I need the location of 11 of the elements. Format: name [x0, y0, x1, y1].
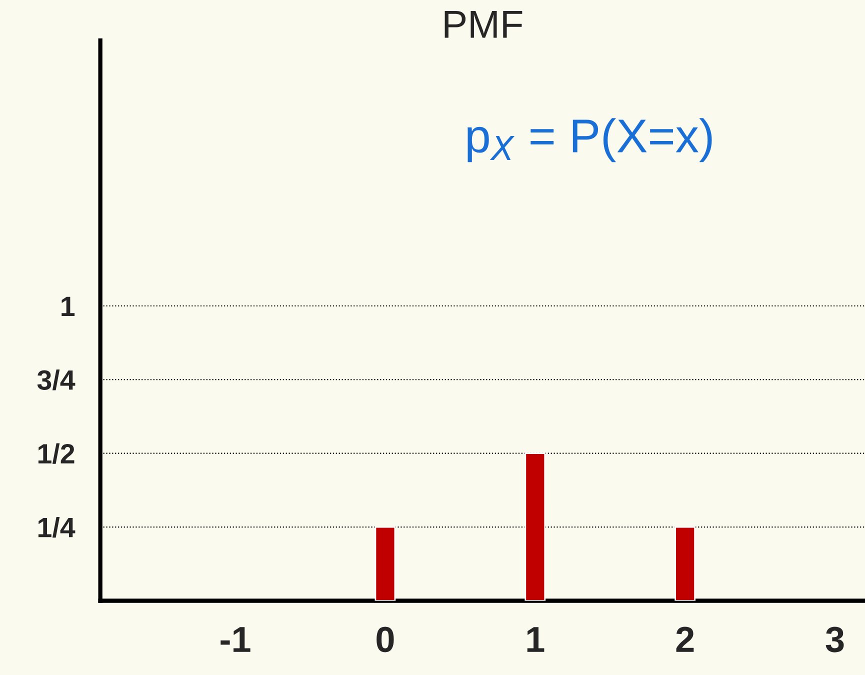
x-tick-label: 0 [376, 626, 394, 652]
x-tick-label: -1 [220, 627, 250, 652]
annotation: p$_{X}$ = P(X=x) [468, 118, 712, 162]
x-tick-label: 2 [676, 626, 694, 652]
y-tick-label: 1/2 [38, 443, 74, 464]
x-tick-label: 1 [527, 627, 544, 652]
y-tick-label: 3/4 [37, 370, 76, 390]
y-tick-label: 1/4 [38, 516, 76, 538]
x-tick-label: 3 [826, 626, 844, 652]
chart-title: PMF [444, 10, 522, 38]
y-tick-label: 1 [62, 296, 75, 316]
